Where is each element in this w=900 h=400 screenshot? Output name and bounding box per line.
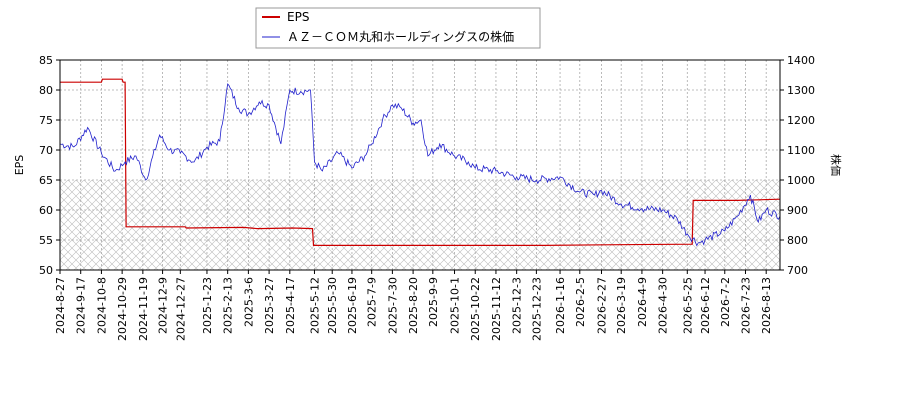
x-tick-label: 2025-11-12 bbox=[490, 277, 503, 341]
x-tick-label: 2025-3-27 bbox=[263, 277, 276, 334]
x-tick-label: 2025-5-12 bbox=[308, 277, 321, 334]
x-tick-label: 2026-2-5 bbox=[574, 277, 587, 327]
legend-label-eps: EPS bbox=[287, 10, 309, 24]
y-right-axis-label: 株価 bbox=[829, 154, 843, 176]
y-left-tick-label: 85 bbox=[39, 54, 53, 67]
series-line-stock-price bbox=[60, 83, 780, 247]
legend-label-stock-price: ＡＺ－ＣＯＭ丸和ホールディングスの株価 bbox=[287, 29, 514, 44]
x-tick-label: 2025-12-23 bbox=[530, 277, 543, 341]
y-left-axis-label: EPS bbox=[13, 155, 26, 176]
x-tick-label: 2024-10-8 bbox=[95, 277, 108, 334]
x-tick-label: 2025-1-23 bbox=[201, 277, 214, 334]
legend: EPS ＡＺ－ＣＯＭ丸和ホールディングスの株価 bbox=[255, 7, 541, 49]
y-left-tick-label: 60 bbox=[39, 204, 53, 217]
y-right-tick-label: 1300 bbox=[787, 84, 815, 97]
hatch-region bbox=[60, 180, 780, 270]
x-tick-label: 2024-12-9 bbox=[157, 277, 170, 334]
x-tick-label: 2025-12-3 bbox=[511, 277, 524, 334]
series-layer bbox=[60, 78, 780, 247]
y-left-tick-label: 50 bbox=[39, 264, 53, 277]
plot-frame bbox=[59, 59, 781, 271]
x-tick-label: 2025-8-20 bbox=[407, 277, 420, 334]
hatched-band bbox=[60, 180, 780, 270]
x-tick-label: 2025-4-17 bbox=[284, 277, 297, 334]
x-tick-label: 2024-10-29 bbox=[116, 277, 129, 341]
x-tick-label: 2025-3-6 bbox=[242, 277, 255, 327]
x-tick-label: 2026-4-30 bbox=[657, 277, 670, 334]
x-tick-label: 2026-2-27 bbox=[595, 277, 608, 334]
x-tick-label: 2026-7-2 bbox=[719, 277, 732, 327]
x-tick-label: 2025-10-1 bbox=[449, 277, 462, 334]
x-tick-label: 2024-8-27 bbox=[54, 277, 67, 334]
y-left-tick-label: 55 bbox=[39, 234, 53, 247]
y-left-tick-label: 75 bbox=[39, 114, 53, 127]
y-right-tick-label: 900 bbox=[787, 204, 808, 217]
x-tick-label: 2025-5-30 bbox=[326, 277, 339, 334]
x-tick-label: 2024-12-27 bbox=[174, 277, 187, 341]
x-tick-label: 2024-11-19 bbox=[137, 277, 150, 341]
tick-labels: 50 55 60 65 70 75 80 85 700 800 900 1000 1100 1200 130… bbox=[39, 54, 815, 341]
x-tick-label: 2025-2-13 bbox=[222, 277, 235, 334]
y-right-tick-label: 800 bbox=[787, 234, 808, 247]
y-right-tick-label: 1200 bbox=[787, 114, 815, 127]
x-tick-label: 2025-10-22 bbox=[469, 277, 482, 341]
y-right-tick-label: 700 bbox=[787, 264, 808, 277]
x-tick-label: 2026-1-16 bbox=[554, 277, 567, 334]
legend-box bbox=[255, 7, 541, 49]
x-tick-label: 2026-6-12 bbox=[699, 277, 712, 334]
x-tick-label: 2026-3-19 bbox=[615, 277, 628, 334]
x-tick-label: 2025-6-19 bbox=[346, 277, 359, 334]
x-tick-label: 2025-9-9 bbox=[427, 277, 440, 327]
y-right-tick-label: 1100 bbox=[787, 144, 815, 157]
x-tick-label: 2024-9-17 bbox=[75, 277, 88, 334]
y-right-tick-label: 1400 bbox=[787, 54, 815, 67]
y-left-tick-label: 80 bbox=[39, 84, 53, 97]
y-right-tick-label: 1000 bbox=[787, 174, 815, 187]
series-line-eps bbox=[60, 78, 780, 246]
x-tick-label: 2026-8-13 bbox=[760, 277, 773, 334]
x-tick-label: 2026-4-9 bbox=[636, 277, 649, 327]
x-tick-label: 2026-7-23 bbox=[739, 277, 752, 334]
x-tick-label: 2025-7-9 bbox=[366, 277, 379, 327]
y-left-tick-label: 65 bbox=[39, 174, 53, 187]
x-tick-label: 2026-5-25 bbox=[681, 277, 694, 334]
y-left-tick-label: 70 bbox=[39, 144, 53, 157]
x-tick-label: 2025-7-30 bbox=[386, 277, 399, 334]
